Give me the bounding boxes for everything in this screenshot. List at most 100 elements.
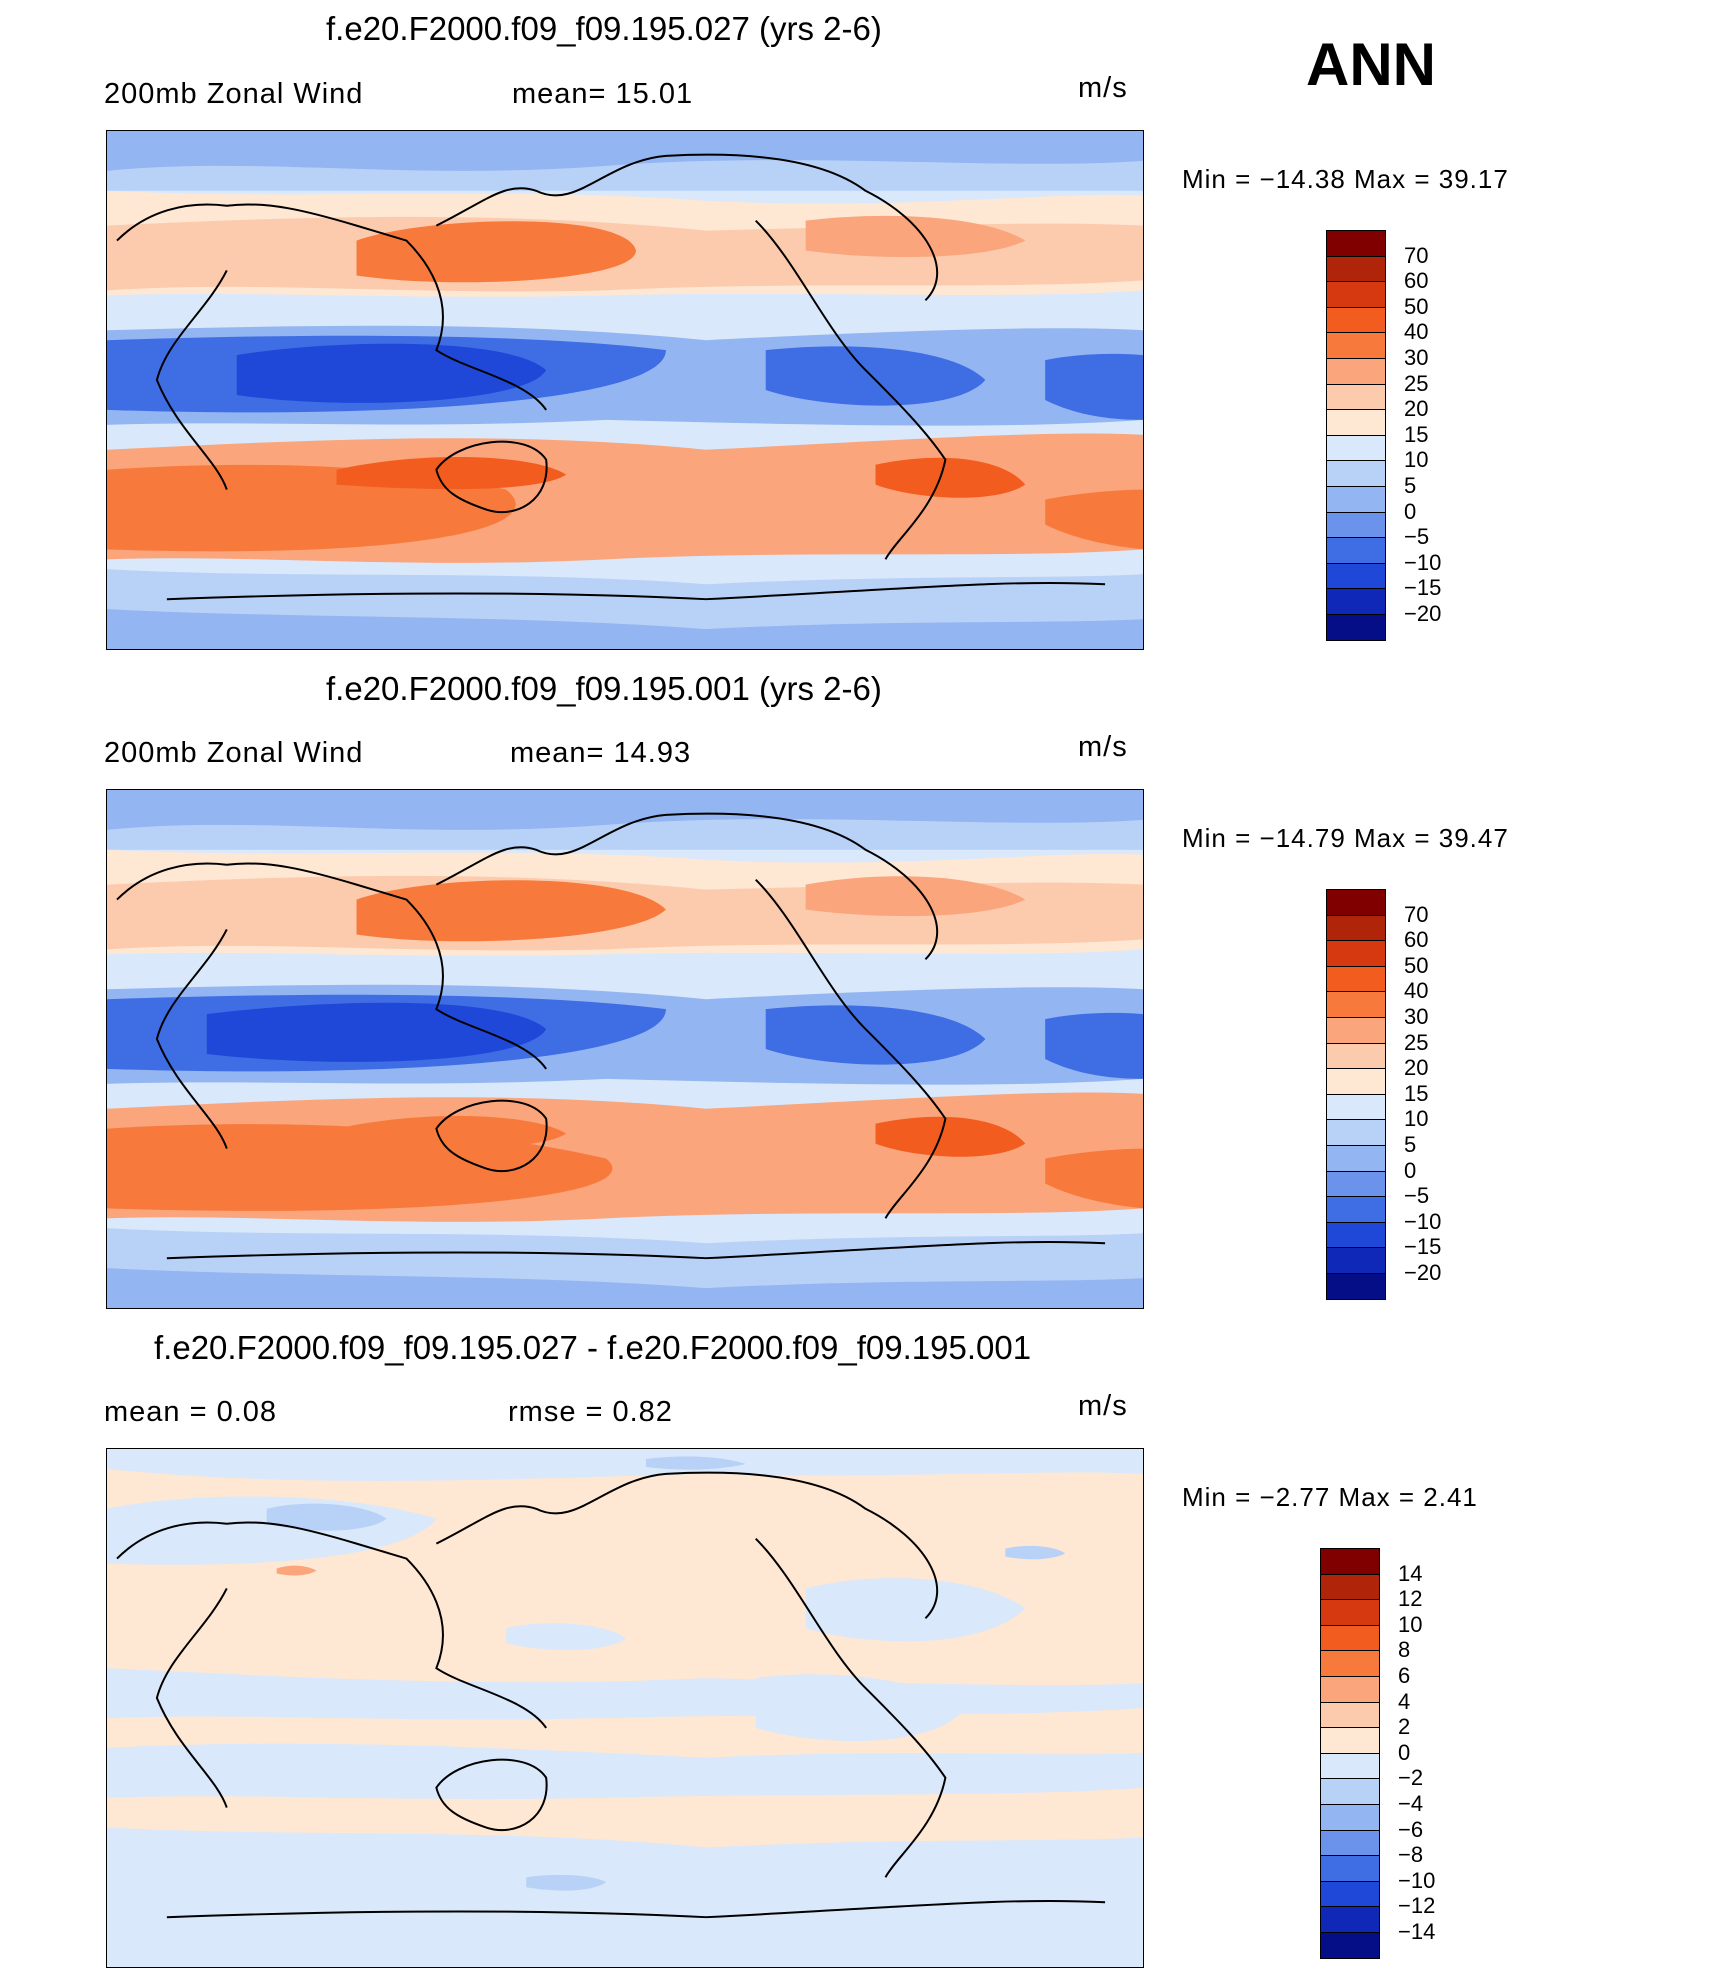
colorbar-swatch — [1320, 1752, 1380, 1780]
colorbar-tick-label: −14 — [1398, 1919, 1436, 1944]
colorbar-tick-label: −10 — [1404, 549, 1442, 575]
colorbar-tick-label: 10 — [1404, 1106, 1429, 1132]
colorbar-swatch — [1326, 940, 1386, 967]
panel-1-title: f.e20.F2000.f09_f09.195.027 (yrs 2-6) — [326, 10, 882, 47]
colorbar-swatch — [1326, 511, 1386, 539]
colorbar-swatch — [1326, 1119, 1386, 1146]
colorbar-tick-label: −5 — [1404, 1183, 1430, 1209]
panel-1-mean-label: mean= 15.01 — [512, 78, 694, 110]
colorbar-tick-label: 6 — [1398, 1663, 1411, 1688]
colorbar-swatch — [1326, 255, 1386, 283]
colorbar-tick-label: 0 — [1404, 498, 1417, 524]
colorbar-swatch — [1320, 1599, 1380, 1626]
colorbar-swatch — [1326, 1145, 1386, 1172]
colorbar-swatch — [1326, 1170, 1386, 1198]
colorbar-swatch — [1326, 1017, 1386, 1044]
panel-3-minmax: Min = −2.77 Max = 2.41 — [1182, 1482, 1478, 1512]
colorbar-swatch — [1326, 1273, 1386, 1300]
colorbar-tick-label: 70 — [1404, 901, 1429, 927]
colorbar-swatch — [1326, 281, 1386, 308]
colorbar-swatch — [1320, 1829, 1380, 1857]
panel-3-rmse-label: rmse = 0.82 — [508, 1396, 673, 1428]
colorbar-tick-label: −2 — [1398, 1765, 1424, 1791]
colorbar-swatch — [1326, 562, 1386, 590]
colorbar-tick-label: 40 — [1404, 319, 1429, 345]
colorbar-swatch — [1326, 434, 1386, 462]
colorbar-tick-label: 50 — [1404, 293, 1429, 319]
colorbar-swatch — [1326, 614, 1386, 641]
colorbar-swatch — [1326, 230, 1386, 257]
colorbar-tick-label: 30 — [1404, 1004, 1429, 1029]
colorbar-tick-label: 2 — [1398, 1714, 1411, 1740]
colorbar-tick-label: 15 — [1404, 421, 1429, 447]
colorbar-swatch — [1326, 1247, 1386, 1274]
colorbar-tick-label: −20 — [1404, 601, 1442, 626]
colorbar-swatch — [1326, 889, 1386, 916]
colorbar-tick-label: −10 — [1404, 1208, 1442, 1234]
colorbar-tick-label: −4 — [1398, 1791, 1424, 1816]
panel-1-variable-label: 200mb Zonal Wind — [104, 78, 364, 110]
colorbar-swatch — [1320, 1855, 1380, 1882]
colorbar-swatch — [1320, 1880, 1380, 1908]
map-panel-1 — [106, 130, 1144, 650]
colorbar-swatch — [1326, 1042, 1386, 1070]
colorbar-swatch — [1326, 1196, 1386, 1223]
colorbar-tick-label: 12 — [1398, 1586, 1423, 1612]
colorbar-swatch — [1326, 1221, 1386, 1249]
panel-2-minmax: Min = −14.79 Max = 39.47 — [1182, 823, 1509, 853]
colorbar-swatch — [1320, 1548, 1380, 1575]
colorbar-tick-label: 5 — [1404, 473, 1417, 498]
panel-2-title: f.e20.F2000.f09_f09.195.001 (yrs 2-6) — [326, 670, 882, 707]
panel-2-units: m/s — [1078, 731, 1128, 763]
colorbar-swatch — [1326, 358, 1386, 385]
colorbar-tick-label: 70 — [1404, 242, 1429, 268]
colorbar-tick-label: −10 — [1398, 1867, 1436, 1893]
colorbar-tick-label: −15 — [1404, 1234, 1442, 1260]
colorbar-swatch — [1320, 1727, 1380, 1754]
colorbar-tick-label: 10 — [1398, 1611, 1423, 1637]
colorbar-tick-label: −8 — [1398, 1842, 1424, 1868]
colorbar-tick-label: −6 — [1398, 1816, 1424, 1842]
colorbar-tick-label: 60 — [1404, 268, 1429, 294]
colorbar-tick-label: 5 — [1404, 1132, 1417, 1157]
colorbar-swatch — [1320, 1676, 1380, 1703]
colorbar-tick-label: 15 — [1404, 1080, 1429, 1106]
colorbar-tick-label: −5 — [1404, 524, 1430, 550]
panel-3-units: m/s — [1078, 1390, 1128, 1422]
colorbar-tick-label: 0 — [1398, 1739, 1411, 1765]
colorbar-swatch — [1320, 1701, 1380, 1729]
colorbar-swatch — [1326, 914, 1386, 942]
colorbar-tick-label: 20 — [1404, 396, 1429, 422]
colorbar-tick-label: 8 — [1398, 1637, 1411, 1663]
colorbar-swatch — [1326, 383, 1386, 411]
panel-1-units: m/s — [1078, 72, 1128, 104]
colorbar-swatch — [1326, 486, 1386, 513]
colorbar-swatch — [1326, 1093, 1386, 1121]
colorbar-tick-label: 0 — [1404, 1157, 1417, 1183]
colorbar-tick-label: 60 — [1404, 927, 1429, 953]
colorbar-swatch — [1326, 306, 1386, 334]
colorbar-swatch — [1326, 537, 1386, 564]
colorbar-tick-label: −20 — [1404, 1260, 1442, 1285]
colorbar-tick-label: −12 — [1398, 1893, 1436, 1919]
map-panel-3 — [106, 1448, 1144, 1968]
colorbar-swatch — [1320, 1804, 1380, 1831]
colorbar-swatch — [1326, 965, 1386, 993]
colorbar-swatch — [1326, 460, 1386, 487]
colorbar-tick-label: 10 — [1404, 447, 1429, 473]
panel-2-mean-label: mean= 14.93 — [510, 737, 692, 769]
colorbar-tick-label: 25 — [1404, 1029, 1429, 1055]
colorbar-swatch — [1320, 1906, 1380, 1933]
colorbar-swatch — [1320, 1650, 1380, 1677]
colorbar-swatch — [1326, 588, 1386, 615]
colorbar-tick-label: 20 — [1404, 1055, 1429, 1081]
colorbar-swatch — [1326, 991, 1386, 1018]
colorbar-tick-label: 30 — [1404, 345, 1429, 370]
map-panel-2 — [106, 789, 1144, 1309]
colorbar-swatch — [1326, 332, 1386, 359]
colorbar-tick-label: 50 — [1404, 952, 1429, 978]
colorbar-tick-label: 40 — [1404, 978, 1429, 1004]
colorbar-tick-label: −15 — [1404, 575, 1442, 601]
map-1-contours — [107, 131, 1143, 649]
colorbar-swatch — [1326, 1068, 1386, 1095]
